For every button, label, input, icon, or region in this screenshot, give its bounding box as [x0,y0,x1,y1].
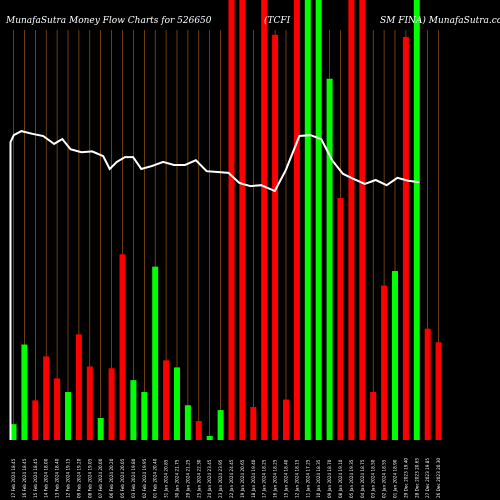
money-flow-bar-red [283,399,289,440]
x-tick-label: 07 Feb 2024 20.00 [98,458,103,498]
money-flow-bar-red [163,360,170,440]
money-flow-bar-green [130,380,137,440]
x-tick-label: 16 Jan 2024 18.25 [273,459,278,498]
money-flow-bar-green [152,266,159,440]
money-flow-bar-red [239,0,246,440]
x-tick-label: 17 Feb 2024 18.45 [11,458,16,498]
money-flow-bar-green [97,418,104,440]
x-tick-label: 24 Jan 2024 23.45 [207,459,212,498]
x-tick-label: 09 Feb 2024 19.20 [76,458,81,498]
x-tick-label: 23 Jan 2024 23.95 [218,459,223,498]
money-flow-bar-red [86,366,93,440]
x-tick-label: 10 Jan 2024 18.35 [316,459,321,498]
x-tick-label: 01 Feb 2024 20.40 [153,458,158,498]
x-tick-label: 03 Jan 2024 18.50 [371,459,376,498]
money-flow-bar-red [293,0,300,440]
x-tick-label: 06 Feb 2024 20.20 [109,458,114,498]
money-flow-bar-red [272,34,279,440]
x-tick-label: 05 Feb 2024 20.05 [120,458,125,498]
money-flow-bar-red [119,254,126,440]
money-flow-bar-red [402,36,409,441]
money-flow-bar-green [184,405,191,440]
money-flow-bar-red [250,407,257,440]
x-tick-label: 16 Feb 2024 18.45 [22,458,27,498]
x-tick-label: 18 Jan 2024 19.40 [251,459,256,498]
x-tick-label: 31 Jan 2024 20.85 [164,459,169,498]
money-flow-bar-green [217,410,224,440]
x-tick-label: 11 Jan 2024 17.25 [305,459,310,498]
x-tick-label: 15 Jan 2024 18.40 [284,459,289,498]
x-tick-label: 02 Feb 2024 19.95 [142,458,147,498]
price-line-path [9,130,420,440]
money-flow-bar-red [261,0,268,440]
x-tick-label: 17 Jan 2024 18.25 [262,459,267,498]
money-flow-bar-red [370,392,377,440]
money-flow-bar-red [54,378,61,440]
x-tick-label: 08 Feb 2024 19.05 [87,458,92,498]
x-tick-label: 27 Dec 2023 19.85 [425,458,430,498]
money-flow-bar-red [359,0,366,440]
x-tick-label: 22 Jan 2024 24.45 [229,459,234,498]
x-tick-label: 26 Dec 2023 20.30 [436,458,441,498]
x-tick-label: 13 Feb 2024 18.40 [55,458,60,498]
x-tick-label: 04 Jan 2024 18.75 [360,459,365,498]
money-flow-bar-red [337,198,344,440]
chart-title-right: SM FINA) MunafaSutra.com [380,15,500,26]
money-flow-bar-green [65,392,71,440]
x-tick-label: 05 Jan 2024 19.35 [349,459,354,498]
money-flow-bar-green [10,424,17,440]
x-tick-label: 12 Jan 2024 18.15 [294,459,299,498]
money-flow-bar-red [424,328,431,440]
x-tick-label: 14 Feb 2024 18.00 [44,458,49,498]
x-tick-label: 19 Jan 2024 20.65 [240,459,245,498]
x-tick-label: 28 Dec 2023 20.65 [414,458,419,498]
money-flow-bar-green [392,271,398,440]
money-flow-bar-green [141,392,148,440]
chart-title-center: (TCFI [264,15,291,26]
date-price-labels: 17 Feb 2024 18.45 16 Feb 2024 18.45 15 Feb… [11,458,441,498]
x-tick-label: 09 Jan 2024 18.70 [327,459,332,498]
money-flow-bar-red [108,368,115,440]
x-tick-label: 30 Jan 2024 21.75 [175,459,180,498]
money-flow-bar-green [206,436,213,440]
money-flow-bar-red [381,285,388,440]
money-flow-bar-red [195,421,202,440]
money-flow-bar-green [413,0,420,440]
x-tick-label: 01 Jan 2024 18.90 [393,459,398,498]
money-flow-bar-red [43,356,50,440]
money-flow-bar-green [304,0,311,440]
x-tick-label: 25 Jan 2024 22.30 [196,459,201,498]
money-flow-bar-red [348,0,355,440]
money-flow-bar-green [326,78,333,440]
x-tick-label: 03 Feb 2024 19.80 [131,458,136,498]
money-flow-bar-red [32,400,39,440]
chart-title: MunafaSutra Money Flow Charts for 526650 [5,16,212,26]
x-tick-label: 02 Jan 2024 18.55 [382,459,387,498]
money-flow-bar-green [315,0,322,440]
x-tick-label: 08 Jan 2024 19.10 [338,459,343,498]
money-flow-bar-red [435,342,442,440]
price-line [9,130,420,440]
money-flow-bar-red [75,334,82,440]
x-tick-label: 12 Feb 2024 19.15 [66,458,71,498]
money-flow-bar-red [228,0,235,440]
money-flow-bar-green [21,344,28,440]
x-tick-label: 15 Feb 2024 18.45 [33,458,38,498]
x-tick-label: 29 Dec 2023 19.40 [403,458,408,498]
money-flow-bar-green [174,367,180,440]
money-flow-bars [10,0,442,441]
x-tick-label: 29 Jan 2024 21.25 [185,459,190,498]
